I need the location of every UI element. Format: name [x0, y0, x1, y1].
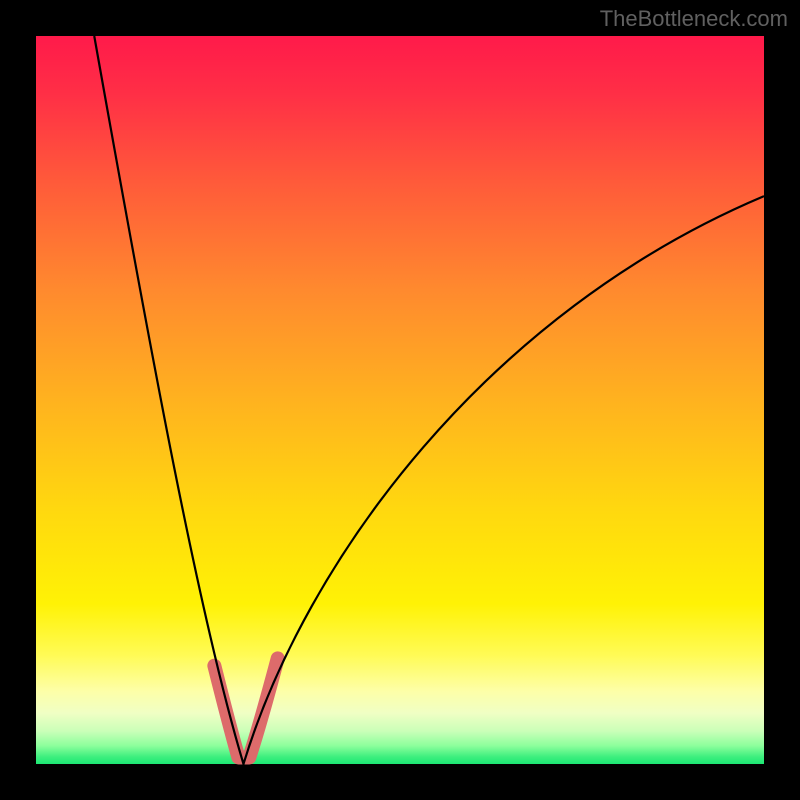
main-curve-path — [94, 36, 764, 764]
watermark-text: TheBottleneck.com — [600, 6, 788, 32]
plot-area — [36, 36, 764, 764]
curve-svg — [36, 36, 764, 764]
highlight-path — [214, 658, 277, 757]
root-container: { "watermark": { "text": "TheBottleneck.… — [0, 0, 800, 800]
